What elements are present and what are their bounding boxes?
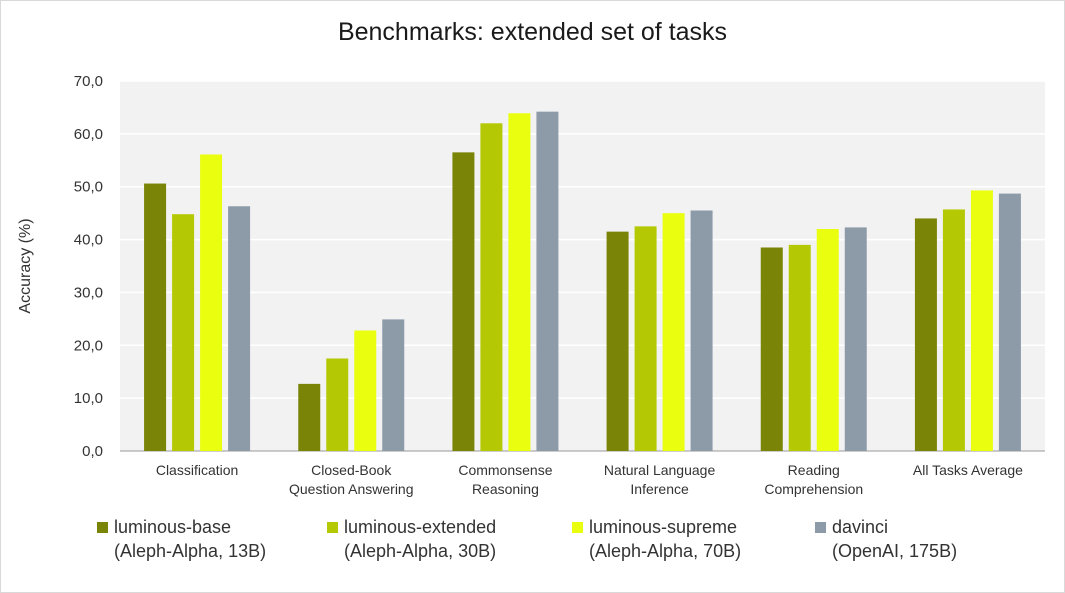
y-tick-label: 10,0	[74, 390, 103, 407]
chart-canvas: 0,0 10,0 20,0 30,0 40,0 50,0 60,0 70,0 Classifi…	[17, 73, 1045, 497]
bar-luminous-extended	[942, 209, 965, 451]
bar-luminous-supreme	[200, 154, 223, 451]
legend-detail: (Aleph-Alpha, 13B)	[114, 541, 267, 561]
x-tick-label: Natural Language Inference	[604, 462, 716, 497]
legend-label: davinci	[832, 517, 889, 537]
bar-luminous-supreme	[816, 229, 839, 451]
legend-label: luminous-base	[114, 517, 232, 537]
x-tick-label: Commonsense Reasoning	[458, 462, 552, 497]
y-tick-label: 60,0	[74, 126, 103, 143]
bar-davinci	[536, 111, 559, 452]
bar-luminous-extended	[172, 214, 195, 451]
bar-luminous-extended	[326, 358, 349, 451]
bar-luminous-base	[452, 152, 475, 451]
legend-detail: (Aleph-Alpha, 70B)	[589, 541, 742, 561]
x-tick-label: Classification	[156, 462, 238, 478]
bar-luminous-base	[914, 218, 937, 451]
bar-luminous-base	[144, 183, 167, 452]
legend-label: luminous-extended	[344, 517, 497, 537]
bar-luminous-extended	[480, 123, 503, 452]
y-axis-label: Accuracy (%)	[17, 218, 34, 313]
y-tick-label: 70,0	[74, 73, 103, 90]
legend-swatch	[815, 522, 826, 533]
legend-swatch	[572, 522, 583, 533]
plot-area	[120, 81, 1045, 451]
bar-luminous-base	[298, 383, 321, 451]
legend-detail: (Aleph-Alpha, 30B)	[344, 541, 497, 561]
bar-davinci	[690, 210, 713, 451]
legend-swatch	[327, 522, 338, 533]
chart-title: Benchmarks: extended set of tasks	[337, 18, 728, 46]
y-tick-label: 50,0	[74, 179, 103, 196]
gridlines	[120, 80, 1045, 452]
bar-davinci	[844, 227, 867, 451]
x-tick-label: Closed-Book Question Answering	[289, 462, 414, 497]
bars	[144, 111, 1021, 452]
y-tick-label: 30,0	[74, 284, 103, 301]
bar-luminous-base	[760, 247, 783, 451]
legend-detail: (OpenAI, 175B)	[832, 541, 958, 561]
y-tick-label: 40,0	[74, 232, 103, 249]
bar-davinci	[382, 319, 405, 451]
bar-davinci	[998, 193, 1021, 452]
bar-luminous-extended	[634, 226, 657, 451]
x-tick-label: All Tasks Average	[913, 462, 1023, 478]
bar-luminous-base	[606, 231, 629, 451]
y-tick-label: 0,0	[82, 443, 103, 460]
bar-luminous-supreme	[970, 190, 993, 451]
bar-luminous-extended	[788, 244, 811, 451]
y-axis-ticks: 0,0 10,0 20,0 30,0 40,0 50,0 60,0 70,0	[74, 73, 103, 460]
bar-davinci	[228, 206, 251, 451]
bar-luminous-supreme	[662, 213, 685, 451]
x-tick-label: Reading Comprehension	[764, 462, 863, 497]
legend-label: luminous-supreme	[589, 517, 738, 537]
legend-swatch	[97, 522, 108, 533]
y-tick-label: 20,0	[74, 337, 103, 354]
bar-luminous-supreme	[508, 113, 531, 451]
bar-luminous-supreme	[354, 330, 377, 451]
x-axis-ticks: Classification Closed-Book Question Answer…	[156, 462, 1023, 497]
